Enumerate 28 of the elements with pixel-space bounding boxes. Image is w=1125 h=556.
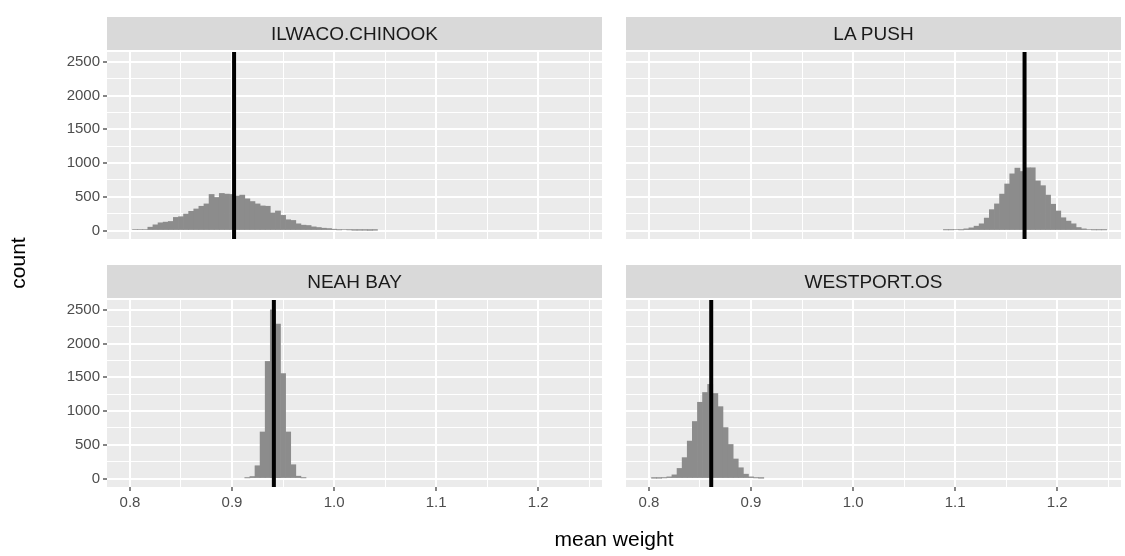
y-tick-label: 1500 bbox=[66, 367, 100, 385]
y-tick-label: 500 bbox=[74, 434, 100, 452]
x-tick-label: 0.8 bbox=[119, 493, 141, 511]
y-tick-label: 1000 bbox=[66, 401, 100, 419]
y-tick-label: 500 bbox=[74, 186, 100, 204]
x-tick-label: 0.8 bbox=[638, 493, 660, 511]
y-tick-label: 2000 bbox=[66, 333, 100, 351]
x-tick-label: 1.0 bbox=[323, 493, 345, 511]
y-tick-label: 1000 bbox=[66, 153, 100, 171]
chart-title: LA PUSH bbox=[626, 17, 1121, 50]
y-axis-title: count bbox=[6, 237, 30, 289]
chart-title: ILWACO.CHINOOK bbox=[107, 17, 602, 50]
chart-title: NEAH BAY bbox=[107, 265, 602, 298]
x-tick-label: 1.0 bbox=[842, 493, 864, 511]
x-tick-label: 1.1 bbox=[944, 493, 966, 511]
y-tick-label: 2500 bbox=[66, 51, 100, 69]
y-tick-label: 0 bbox=[91, 468, 100, 486]
y-tick-label: 1500 bbox=[66, 119, 100, 137]
x-tick-label: 1.2 bbox=[527, 493, 549, 511]
x-tick-label: 0.9 bbox=[221, 493, 243, 511]
y-tick-label: 2500 bbox=[66, 299, 100, 317]
x-tick-label: 0.9 bbox=[740, 493, 762, 511]
x-axis-title: mean weight bbox=[554, 527, 674, 551]
y-tick-label: 2000 bbox=[66, 85, 100, 103]
chart-title: WESTPORT.OS bbox=[626, 265, 1121, 298]
y-tick-label: 0 bbox=[91, 220, 100, 238]
x-tick-label: 1.2 bbox=[1046, 493, 1068, 511]
x-tick-label: 1.1 bbox=[425, 493, 447, 511]
